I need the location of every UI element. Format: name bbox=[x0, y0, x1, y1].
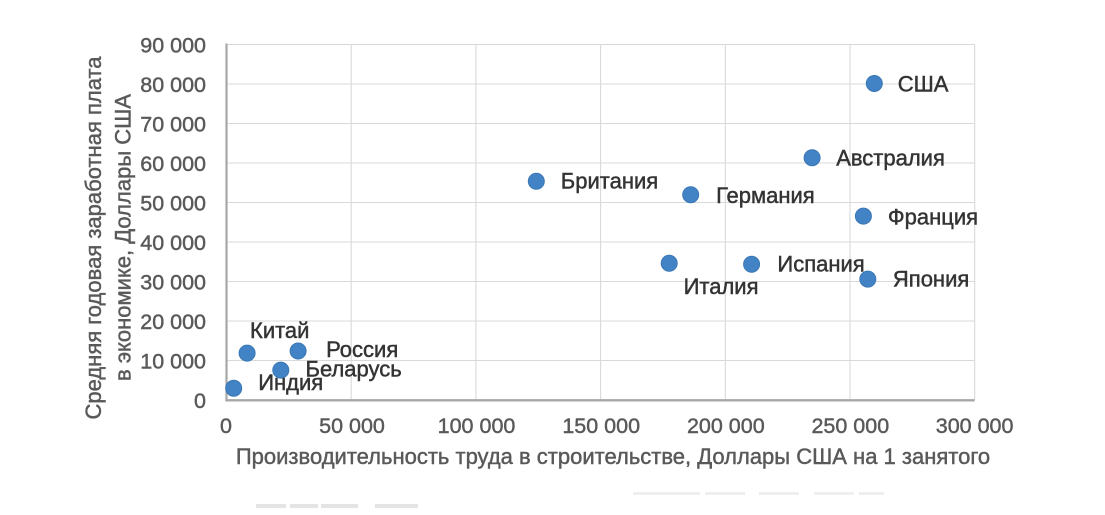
svg-text:Япония: Япония bbox=[893, 267, 969, 292]
svg-text:150 000: 150 000 bbox=[562, 414, 640, 438]
svg-text:США: США bbox=[898, 72, 949, 97]
svg-text:в экономике, Доллары США: в экономике, Доллары США bbox=[111, 94, 136, 381]
svg-text:Британия: Британия bbox=[561, 168, 658, 193]
svg-text:Производительность труда в стр: Производительность труда в строительстве… bbox=[236, 444, 990, 469]
svg-text:20 000: 20 000 bbox=[140, 310, 206, 334]
svg-text:Беларусь: Беларусь bbox=[306, 356, 402, 381]
svg-text:Италия: Италия bbox=[684, 274, 759, 299]
svg-text:Индия: Индия bbox=[258, 370, 323, 395]
svg-text:Испания: Испания bbox=[777, 252, 864, 277]
svg-text:Австралия: Австралия bbox=[836, 146, 945, 171]
svg-text:0: 0 bbox=[220, 414, 232, 438]
svg-text:Китай: Китай bbox=[250, 318, 309, 343]
svg-text:Франция: Франция bbox=[888, 205, 978, 230]
svg-text:30 000: 30 000 bbox=[140, 271, 206, 295]
svg-text:50 000: 50 000 bbox=[319, 414, 385, 438]
svg-text:Средняя годовая заработная пла: Средняя годовая заработная плата bbox=[81, 56, 106, 420]
svg-text:10 000: 10 000 bbox=[140, 350, 206, 374]
svg-text:100 000: 100 000 bbox=[438, 414, 516, 438]
svg-text:50 000: 50 000 bbox=[140, 192, 206, 216]
svg-text:Германия: Германия bbox=[716, 183, 815, 208]
svg-text:60 000: 60 000 bbox=[140, 152, 206, 176]
svg-text:80 000: 80 000 bbox=[140, 73, 206, 97]
svg-text:300 000: 300 000 bbox=[936, 414, 1014, 438]
svg-text:250 000: 250 000 bbox=[811, 414, 889, 438]
svg-text:90 000: 90 000 bbox=[140, 34, 206, 58]
svg-text:40 000: 40 000 bbox=[140, 231, 206, 255]
svg-text:200 000: 200 000 bbox=[687, 414, 765, 438]
svg-text:0: 0 bbox=[194, 389, 206, 413]
svg-text:70 000: 70 000 bbox=[140, 113, 206, 137]
svg-text:Россия: Россия bbox=[326, 337, 398, 362]
